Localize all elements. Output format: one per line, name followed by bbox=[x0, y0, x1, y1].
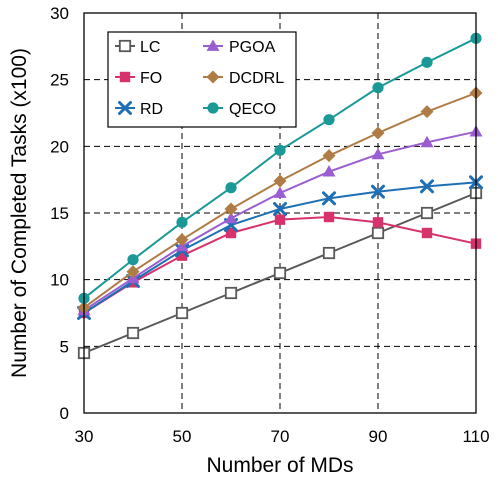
data-point-lc bbox=[420, 206, 434, 220]
data-point-rd bbox=[420, 179, 434, 194]
data-point-dcdrl bbox=[126, 265, 140, 279]
x-tick-label: 70 bbox=[271, 427, 290, 446]
data-point-pgoa bbox=[322, 165, 336, 177]
y-tick-label: 5 bbox=[60, 337, 69, 356]
legend-label-lc: LC bbox=[140, 39, 160, 56]
data-point-rd bbox=[273, 202, 287, 216]
tick-labels: 0 5 10 15 20 25 30 30 50 70 90 110 bbox=[50, 4, 489, 446]
legend-label-pgoa: PGOA bbox=[229, 39, 276, 56]
plot-frame bbox=[83, 12, 477, 414]
data-point-dcdrl bbox=[273, 174, 287, 188]
legend-marker-lc bbox=[118, 39, 132, 53]
series-qeco bbox=[78, 32, 482, 304]
data-point-lc bbox=[175, 306, 189, 320]
data-point-fo bbox=[274, 214, 286, 225]
y-tick-label: 25 bbox=[50, 71, 69, 90]
legend-box bbox=[107, 31, 297, 128]
legend: LC FO RD PGOA DCDRL QECO bbox=[107, 31, 297, 128]
y-tick-label: 10 bbox=[50, 271, 69, 290]
x-tick-label: 90 bbox=[369, 427, 388, 446]
legend-label-fo: FO bbox=[140, 70, 162, 87]
data-point-fo bbox=[421, 227, 433, 239]
legend-item-rd: RD bbox=[115, 101, 163, 118]
data-point-lc bbox=[273, 266, 287, 280]
data-point-lc bbox=[224, 286, 238, 300]
legend-item-pgoa: PGOA bbox=[203, 39, 276, 56]
series-lc bbox=[77, 186, 483, 360]
legend-label-dcdrl: DCDRL bbox=[229, 70, 284, 87]
data-point-lc bbox=[126, 326, 140, 340]
y-tick-label: 20 bbox=[50, 137, 69, 156]
legend-marker-pgoa bbox=[206, 39, 220, 51]
series-layer bbox=[77, 32, 483, 360]
legend-item-fo: FO bbox=[115, 70, 162, 87]
data-point-dcdrl bbox=[420, 105, 434, 119]
y-tick-label: 0 bbox=[60, 404, 69, 423]
legend-item-qeco: QECO bbox=[203, 101, 276, 118]
data-point-dcdrl bbox=[224, 202, 238, 216]
data-point-qeco bbox=[225, 182, 237, 194]
data-point-qeco bbox=[127, 254, 139, 266]
data-point-fo bbox=[323, 211, 335, 223]
y-tick-label: 15 bbox=[50, 204, 69, 223]
data-point-qeco bbox=[372, 82, 384, 94]
data-point-pgoa bbox=[273, 186, 287, 198]
data-point-lc bbox=[322, 246, 336, 260]
data-point-dcdrl bbox=[322, 149, 336, 163]
data-point-rd bbox=[371, 184, 385, 199]
data-point-pgoa bbox=[371, 147, 385, 160]
data-point-pgoa bbox=[420, 135, 434, 148]
legend-label-rd: RD bbox=[140, 101, 163, 118]
data-point-dcdrl bbox=[175, 233, 189, 247]
data-point-lc bbox=[371, 226, 385, 240]
series-dcdrl bbox=[77, 86, 483, 315]
legend-marker-qeco bbox=[207, 102, 219, 114]
legend-item-lc: LC bbox=[115, 39, 160, 56]
y-tick-label: 30 bbox=[50, 4, 69, 23]
data-point-rd bbox=[322, 191, 336, 206]
x-tick-label: 110 bbox=[462, 427, 489, 446]
data-point-qeco bbox=[176, 216, 188, 228]
data-point-qeco bbox=[323, 114, 335, 126]
legend-label-qeco: QECO bbox=[229, 101, 276, 118]
y-axis-title: Number of Completed Tasks (x100) bbox=[8, 48, 31, 378]
legend-item-dcdrl: DCDRL bbox=[203, 70, 284, 87]
data-point-fo bbox=[176, 250, 188, 261]
legend-marker-rd bbox=[118, 101, 132, 115]
legend-marker-fo bbox=[119, 71, 131, 83]
data-point-qeco bbox=[274, 144, 286, 156]
x-axis-title: Number of MDs bbox=[206, 454, 353, 477]
data-point-qeco bbox=[421, 56, 433, 68]
x-tick-label: 30 bbox=[75, 427, 94, 446]
data-point-fo bbox=[225, 227, 237, 239]
legend-marker-dcdrl bbox=[206, 70, 220, 84]
x-tick-label: 50 bbox=[173, 427, 192, 446]
data-point-fo bbox=[372, 217, 384, 228]
data-point-pgoa bbox=[224, 211, 238, 224]
data-point-dcdrl bbox=[371, 126, 385, 140]
